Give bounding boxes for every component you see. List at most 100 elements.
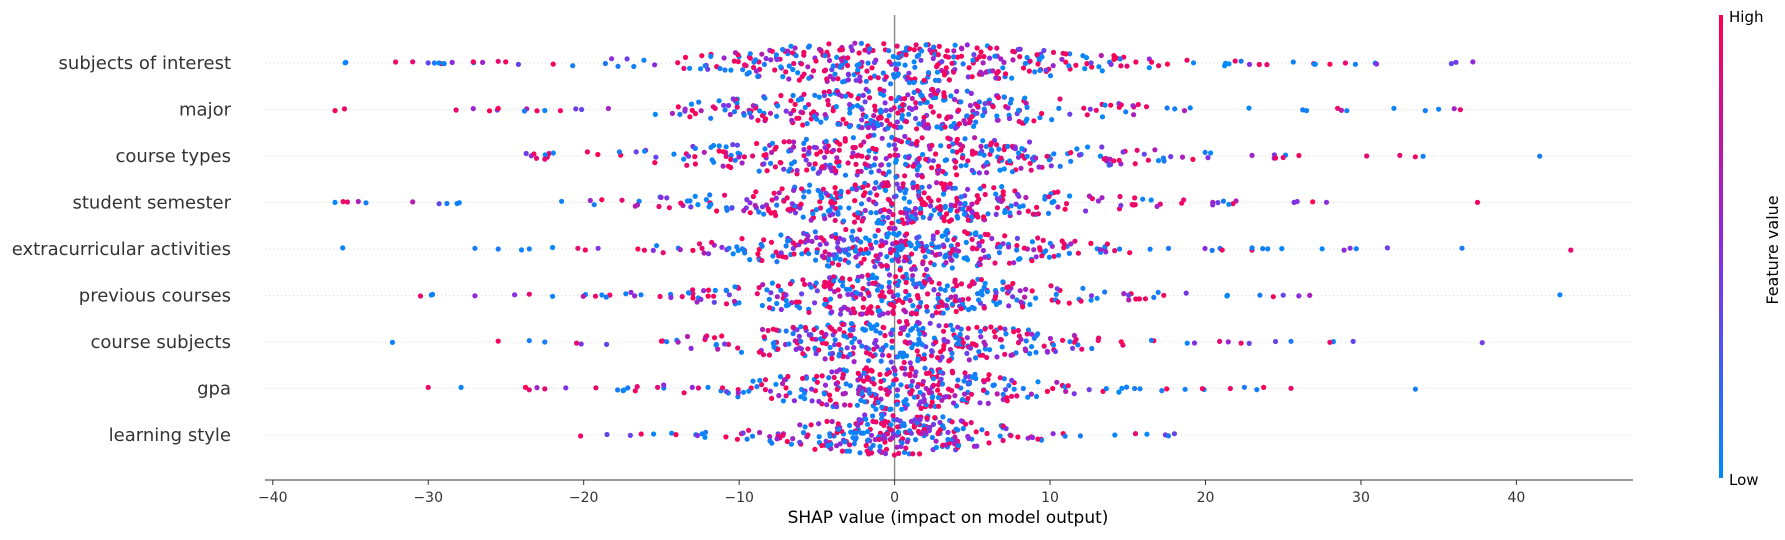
- shap-point: [624, 56, 630, 62]
- shap-point: [867, 390, 873, 396]
- shap-point: [1086, 387, 1092, 393]
- shap-point: [1474, 199, 1481, 205]
- shap-point: [788, 441, 795, 447]
- shap-point: [1230, 201, 1236, 207]
- shap-point: [993, 290, 999, 296]
- shap-point: [1146, 65, 1152, 71]
- shap-point: [1124, 384, 1130, 390]
- shap-point: [773, 212, 779, 219]
- shap-point: [958, 163, 964, 169]
- x-axis-label: SHAP value (impact on model output): [788, 508, 1109, 528]
- shap-point: [949, 419, 955, 425]
- shap-point: [1453, 59, 1459, 65]
- shap-point: [801, 153, 807, 159]
- shap-point: [1226, 201, 1232, 207]
- shap-point: [922, 254, 928, 260]
- shap-point: [888, 330, 894, 337]
- shap-point: [903, 318, 910, 325]
- shap-point: [933, 438, 939, 444]
- shap-point: [910, 303, 916, 309]
- shap-point: [969, 113, 975, 120]
- shap-point: [774, 327, 780, 333]
- shap-point: [1000, 65, 1006, 71]
- shap-point: [801, 140, 807, 146]
- shap-point: [931, 382, 937, 388]
- shap-point: [805, 64, 811, 70]
- shap-point: [1000, 391, 1006, 397]
- shap-point: [750, 64, 757, 71]
- shap-point: [902, 371, 908, 377]
- shap-point: [886, 369, 893, 376]
- shap-point: [900, 181, 906, 187]
- shap-point: [875, 308, 881, 314]
- shap-point: [914, 384, 921, 390]
- shap-point: [862, 99, 868, 105]
- shap-point: [954, 383, 960, 389]
- shap-point: [888, 422, 894, 428]
- shap-point: [754, 384, 760, 390]
- shap-point: [923, 385, 929, 392]
- shap-point: [879, 284, 885, 290]
- shap-point: [790, 245, 796, 252]
- shap-point: [441, 61, 447, 67]
- shap-point: [1040, 237, 1046, 243]
- x-tick-label: −20: [569, 490, 599, 506]
- shap-point: [816, 421, 822, 427]
- shap-point: [705, 251, 712, 257]
- shap-point: [845, 160, 851, 166]
- shap-point: [1017, 288, 1023, 294]
- shap-point: [891, 194, 898, 200]
- shap-point: [1030, 211, 1036, 217]
- shap-point: [858, 247, 864, 253]
- shap-point: [942, 94, 948, 100]
- shap-point: [755, 117, 761, 123]
- shap-point: [923, 266, 930, 272]
- shap-point: [886, 142, 892, 148]
- shap-point: [720, 163, 726, 169]
- shap-point: [687, 114, 693, 120]
- shap-point: [984, 289, 991, 295]
- shap-point: [992, 334, 998, 340]
- shap-point: [826, 251, 833, 257]
- shap-point: [1053, 291, 1059, 297]
- shap-point: [943, 252, 949, 258]
- shap-point: [792, 210, 799, 216]
- shap-point: [852, 40, 858, 46]
- shap-point: [862, 399, 868, 405]
- shap-point: [1027, 301, 1033, 308]
- shap-point: [1056, 105, 1062, 111]
- shap-point: [785, 302, 791, 308]
- shap-point: [998, 155, 1004, 161]
- shap-point: [959, 397, 966, 403]
- shap-point: [930, 109, 936, 115]
- shap-point: [969, 209, 975, 215]
- shap-point: [886, 231, 892, 237]
- shap-point: [900, 299, 906, 305]
- shap-point: [945, 135, 951, 141]
- feature-label: extracurricular activities: [12, 239, 231, 260]
- shap-point: [744, 71, 750, 77]
- shap-point: [835, 209, 841, 215]
- shap-point: [592, 293, 599, 299]
- shap-point: [542, 339, 548, 345]
- shap-point: [1072, 238, 1078, 244]
- shap-point: [1199, 386, 1205, 392]
- shap-point: [641, 247, 648, 253]
- shap-point: [946, 386, 952, 392]
- shap-point: [944, 48, 950, 54]
- shap-point: [969, 304, 975, 310]
- shap-point: [875, 256, 881, 262]
- shap-point: [1220, 198, 1226, 204]
- shap-point: [410, 199, 416, 205]
- shap-point: [976, 54, 983, 60]
- shap-point: [747, 200, 753, 206]
- shap-point: [914, 138, 920, 145]
- shap-point: [1241, 384, 1247, 390]
- shap-point: [953, 438, 959, 444]
- shap-point: [1202, 245, 1208, 252]
- shap-point: [944, 283, 951, 289]
- shap-point: [1035, 211, 1041, 217]
- shap-point: [1029, 239, 1035, 245]
- shap-point: [806, 75, 812, 81]
- shap-point: [761, 161, 767, 167]
